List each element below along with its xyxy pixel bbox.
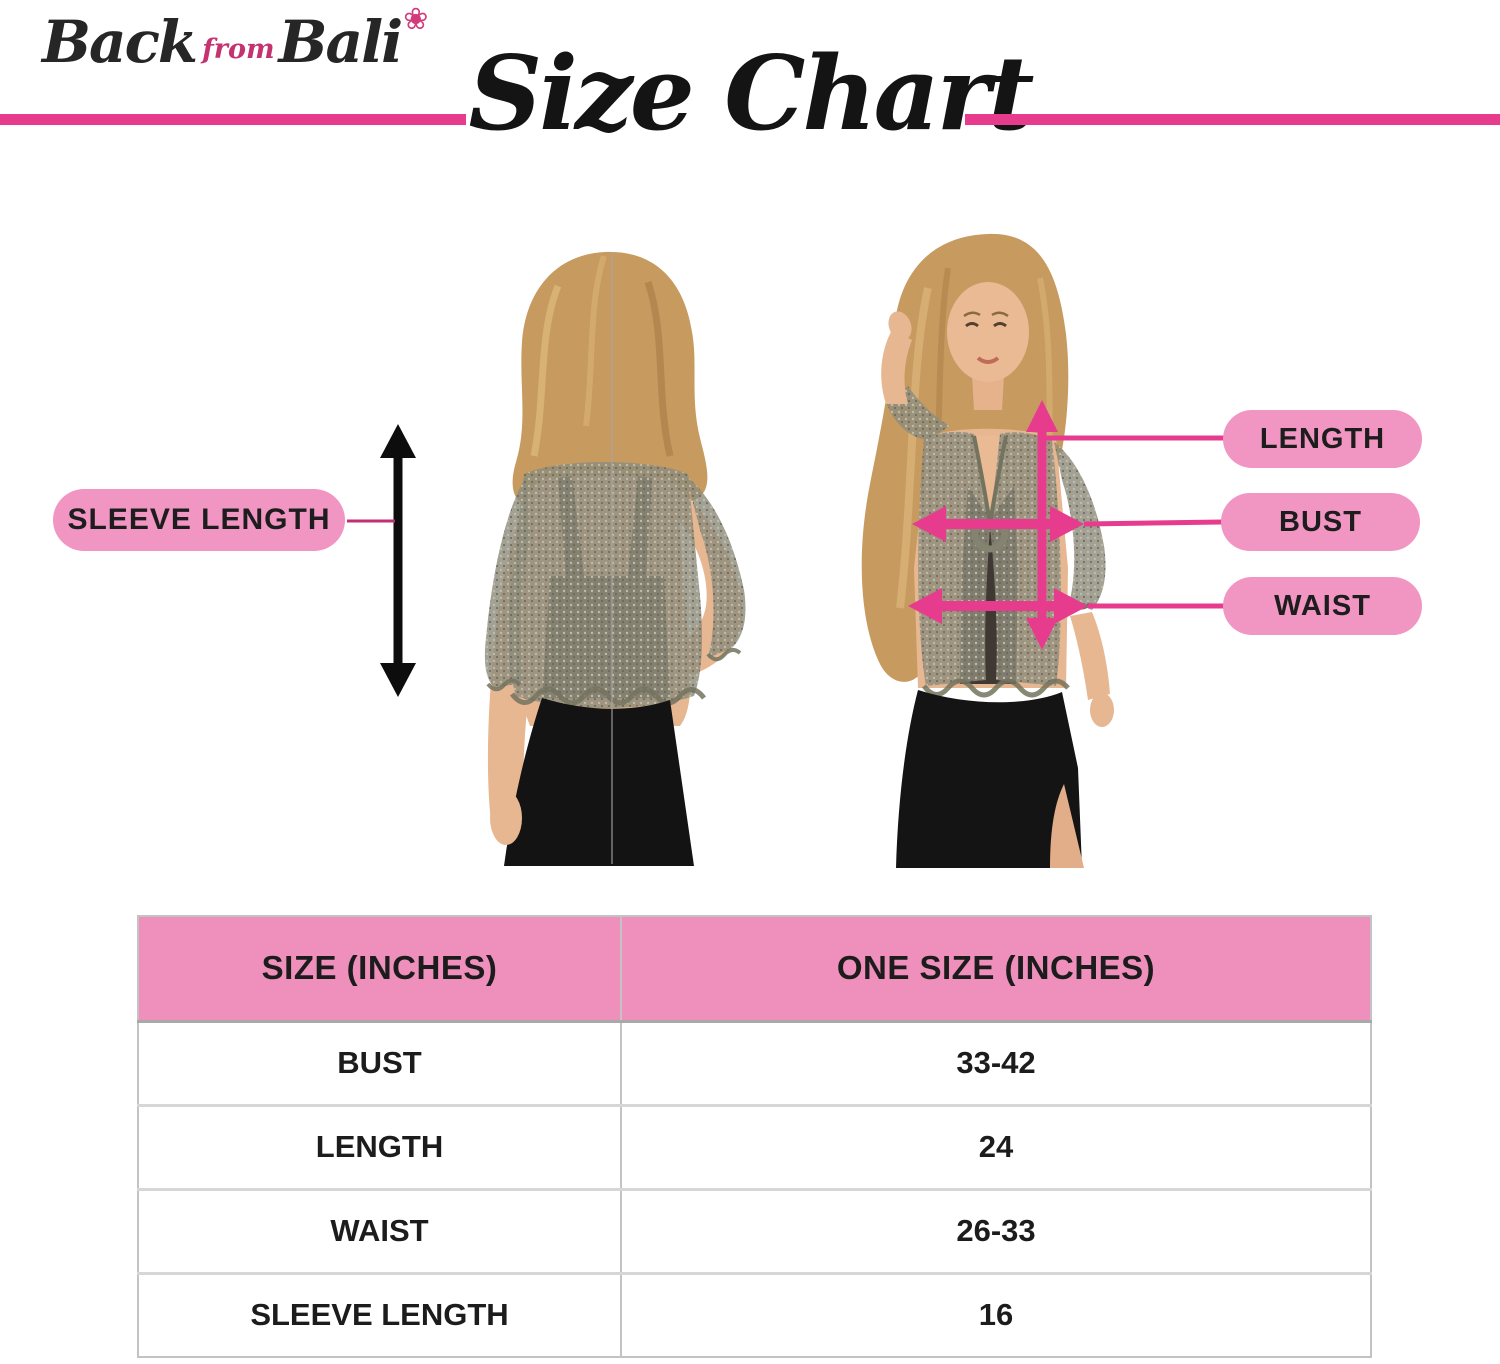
front-face	[947, 282, 1029, 382]
row-value: 24	[620, 1103, 1372, 1190]
row-value: 26-33	[620, 1187, 1372, 1274]
back-knit-top	[484, 462, 746, 708]
logo-word-bali: Bali	[278, 8, 404, 76]
size-table: SIZE (INCHES) ONE SIZE (INCHES) BUST 33-…	[137, 915, 1372, 1358]
sleeve-length-pill: SLEEVE LENGTH	[53, 489, 345, 551]
row-label: LENGTH	[137, 1103, 622, 1190]
table-header-row: SIZE (INCHES) ONE SIZE (INCHES)	[137, 915, 1372, 1023]
brand-logo: Back from Bali ❀	[42, 2, 428, 78]
row-label: WAIST	[137, 1187, 622, 1274]
front-view-model-photo	[861, 233, 1114, 868]
table-row-bust: BUST 33-42	[137, 1019, 1372, 1106]
flower-icon: ❀	[403, 2, 429, 37]
front-neck	[972, 376, 1004, 410]
title-divider-right	[965, 114, 1500, 125]
row-value: 33-42	[620, 1019, 1372, 1106]
row-value: 16	[620, 1271, 1372, 1358]
header-one-size-inches: ONE SIZE (INCHES)	[620, 915, 1372, 1023]
front-arms-skin	[881, 311, 1114, 727]
page-title: Size Chart	[468, 34, 1034, 154]
header-size-inches: SIZE (INCHES)	[137, 915, 622, 1023]
front-skirt	[896, 690, 1084, 868]
back-skirt	[504, 698, 694, 866]
back-hand	[490, 791, 522, 845]
length-pill: LENGTH	[1223, 410, 1422, 468]
photo-seam-line	[611, 252, 613, 864]
waist-pill: WAIST	[1223, 577, 1422, 635]
bust-pill: BUST	[1221, 493, 1420, 551]
row-label: SLEEVE LENGTH	[137, 1271, 622, 1358]
table-row-sleeve-length: SLEEVE LENGTH 16	[137, 1271, 1372, 1358]
logo-word-back: Back	[42, 8, 198, 76]
title-divider-left	[0, 114, 466, 125]
back-hair	[512, 251, 708, 505]
row-label: BUST	[137, 1019, 622, 1106]
back-view-model-photo	[484, 251, 746, 866]
table-row-length: LENGTH 24	[137, 1103, 1372, 1190]
table-row-waist: WAIST 26-33	[137, 1187, 1372, 1274]
sleeve-length-arrow	[347, 424, 416, 697]
logo-word-from: from	[202, 34, 275, 65]
